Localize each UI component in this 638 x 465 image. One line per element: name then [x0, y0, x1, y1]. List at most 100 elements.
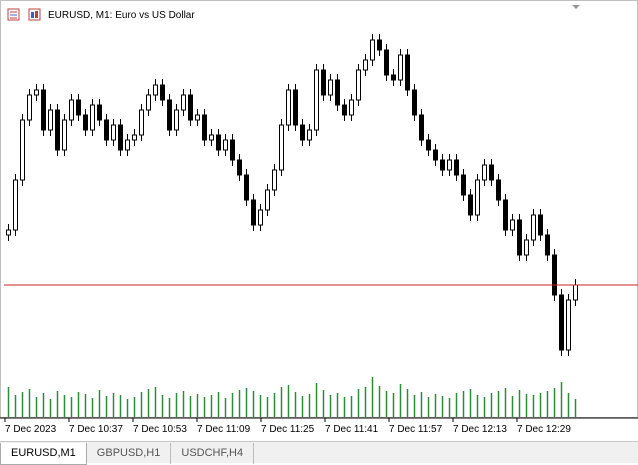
candle-body [146, 94, 151, 111]
candle-body [272, 169, 277, 191]
candle-body [223, 139, 228, 151]
candle-body [545, 234, 550, 256]
candle-body [265, 189, 270, 211]
candle-body [111, 124, 116, 141]
candle-body [405, 54, 410, 91]
candle-body [293, 89, 298, 126]
candle-body [363, 59, 368, 71]
candle-body [524, 239, 529, 256]
candle-body [370, 39, 375, 61]
candle-body [419, 114, 424, 141]
candle-body [426, 139, 431, 151]
time-label: 7 Dec 11:41 [325, 424, 379, 435]
candle-body [139, 109, 144, 136]
time-label: 7 Dec 12:13 [453, 424, 507, 435]
candle-body [321, 69, 326, 96]
candle-body [251, 199, 256, 226]
candle-body [552, 254, 557, 296]
candle-body [181, 94, 186, 111]
time-label: 7 Dec 10:37 [69, 424, 123, 435]
candle-body [209, 134, 214, 141]
candle-body [412, 89, 417, 116]
candle-body [559, 294, 564, 351]
candle-body [55, 109, 60, 151]
candle-body [195, 114, 200, 121]
candle-body [517, 219, 522, 256]
time-label: 7 Dec 11:09 [197, 424, 251, 435]
chart-tab[interactable]: GBPUSD,H1 [87, 443, 172, 464]
candle-body [286, 89, 291, 126]
chart-tab[interactable]: USDCHF,H4 [171, 443, 255, 464]
candle-body [475, 179, 480, 216]
candle-body [76, 99, 81, 116]
candle-body [6, 229, 11, 236]
tab-bar: EURUSD,M1 GBPUSD,H1 USDCHF,H4 [0, 441, 638, 465]
candle-body [398, 54, 403, 81]
candle-body [461, 174, 466, 196]
candle-body [83, 114, 88, 131]
candle-body [202, 114, 207, 141]
time-label: 7 Dec 12:29 [517, 424, 571, 435]
candle-body [20, 119, 25, 181]
scroll-indicator [572, 5, 580, 9]
time-label: 7 Dec 2023 [5, 424, 57, 435]
symbol-icon [7, 8, 41, 21]
candle-body [314, 69, 319, 131]
candle-body [335, 79, 340, 106]
candle-body [433, 149, 438, 161]
candle-body [216, 134, 221, 151]
time-label: 7 Dec 11:25 [261, 424, 315, 435]
candle-body [482, 164, 487, 181]
time-label: 7 Dec 10:53 [133, 424, 187, 435]
candle-body [349, 99, 354, 116]
candle-body [90, 104, 95, 131]
candle-body [377, 39, 382, 51]
candle-body [97, 104, 102, 121]
candle-body [188, 94, 193, 121]
candle-body [258, 209, 263, 226]
candle-body [566, 299, 571, 351]
candle-body [153, 84, 158, 96]
candle-body [279, 124, 284, 171]
candle-body [531, 214, 536, 241]
candle-body [342, 104, 347, 116]
candle-body [384, 49, 389, 76]
candle-body [104, 119, 109, 141]
candle-body [440, 159, 445, 171]
candle-body [468, 194, 473, 216]
candle-body [167, 99, 172, 131]
chart-frame [0, 0, 638, 418]
candle-body [230, 139, 235, 161]
candle-body [118, 124, 123, 151]
candle-body [237, 159, 242, 176]
candle-body [489, 164, 494, 181]
chart-title: EURUSD, M1: Euro vs US Dollar [48, 10, 195, 21]
candle-body [496, 179, 501, 201]
candle-body [13, 179, 18, 231]
candle-body [244, 174, 249, 201]
candle-body [132, 134, 137, 141]
time-label: 7 Dec 11:57 [389, 424, 443, 435]
candle-body [503, 199, 508, 231]
candle-body [356, 69, 361, 101]
candle-body [447, 159, 452, 171]
candle-body [510, 219, 515, 231]
candle-body [27, 94, 32, 121]
candle-body [454, 159, 459, 176]
candle-body [48, 109, 53, 131]
candle-body [160, 84, 165, 101]
candle-body [573, 284, 578, 301]
candle-body [69, 99, 74, 121]
chart: EURUSD, M1: Euro vs US Dollar 7 Dec 2023… [0, 0, 638, 435]
candle-body [300, 124, 305, 141]
candle-body [125, 139, 130, 151]
candle-body [391, 74, 396, 81]
candle-body [174, 109, 179, 131]
candle-body [41, 89, 46, 131]
candle-body [307, 129, 312, 141]
candle-body [62, 119, 67, 151]
chart-tab[interactable]: EURUSD,M1 [0, 443, 87, 465]
candle-body [538, 214, 543, 236]
candle-body [34, 89, 39, 96]
